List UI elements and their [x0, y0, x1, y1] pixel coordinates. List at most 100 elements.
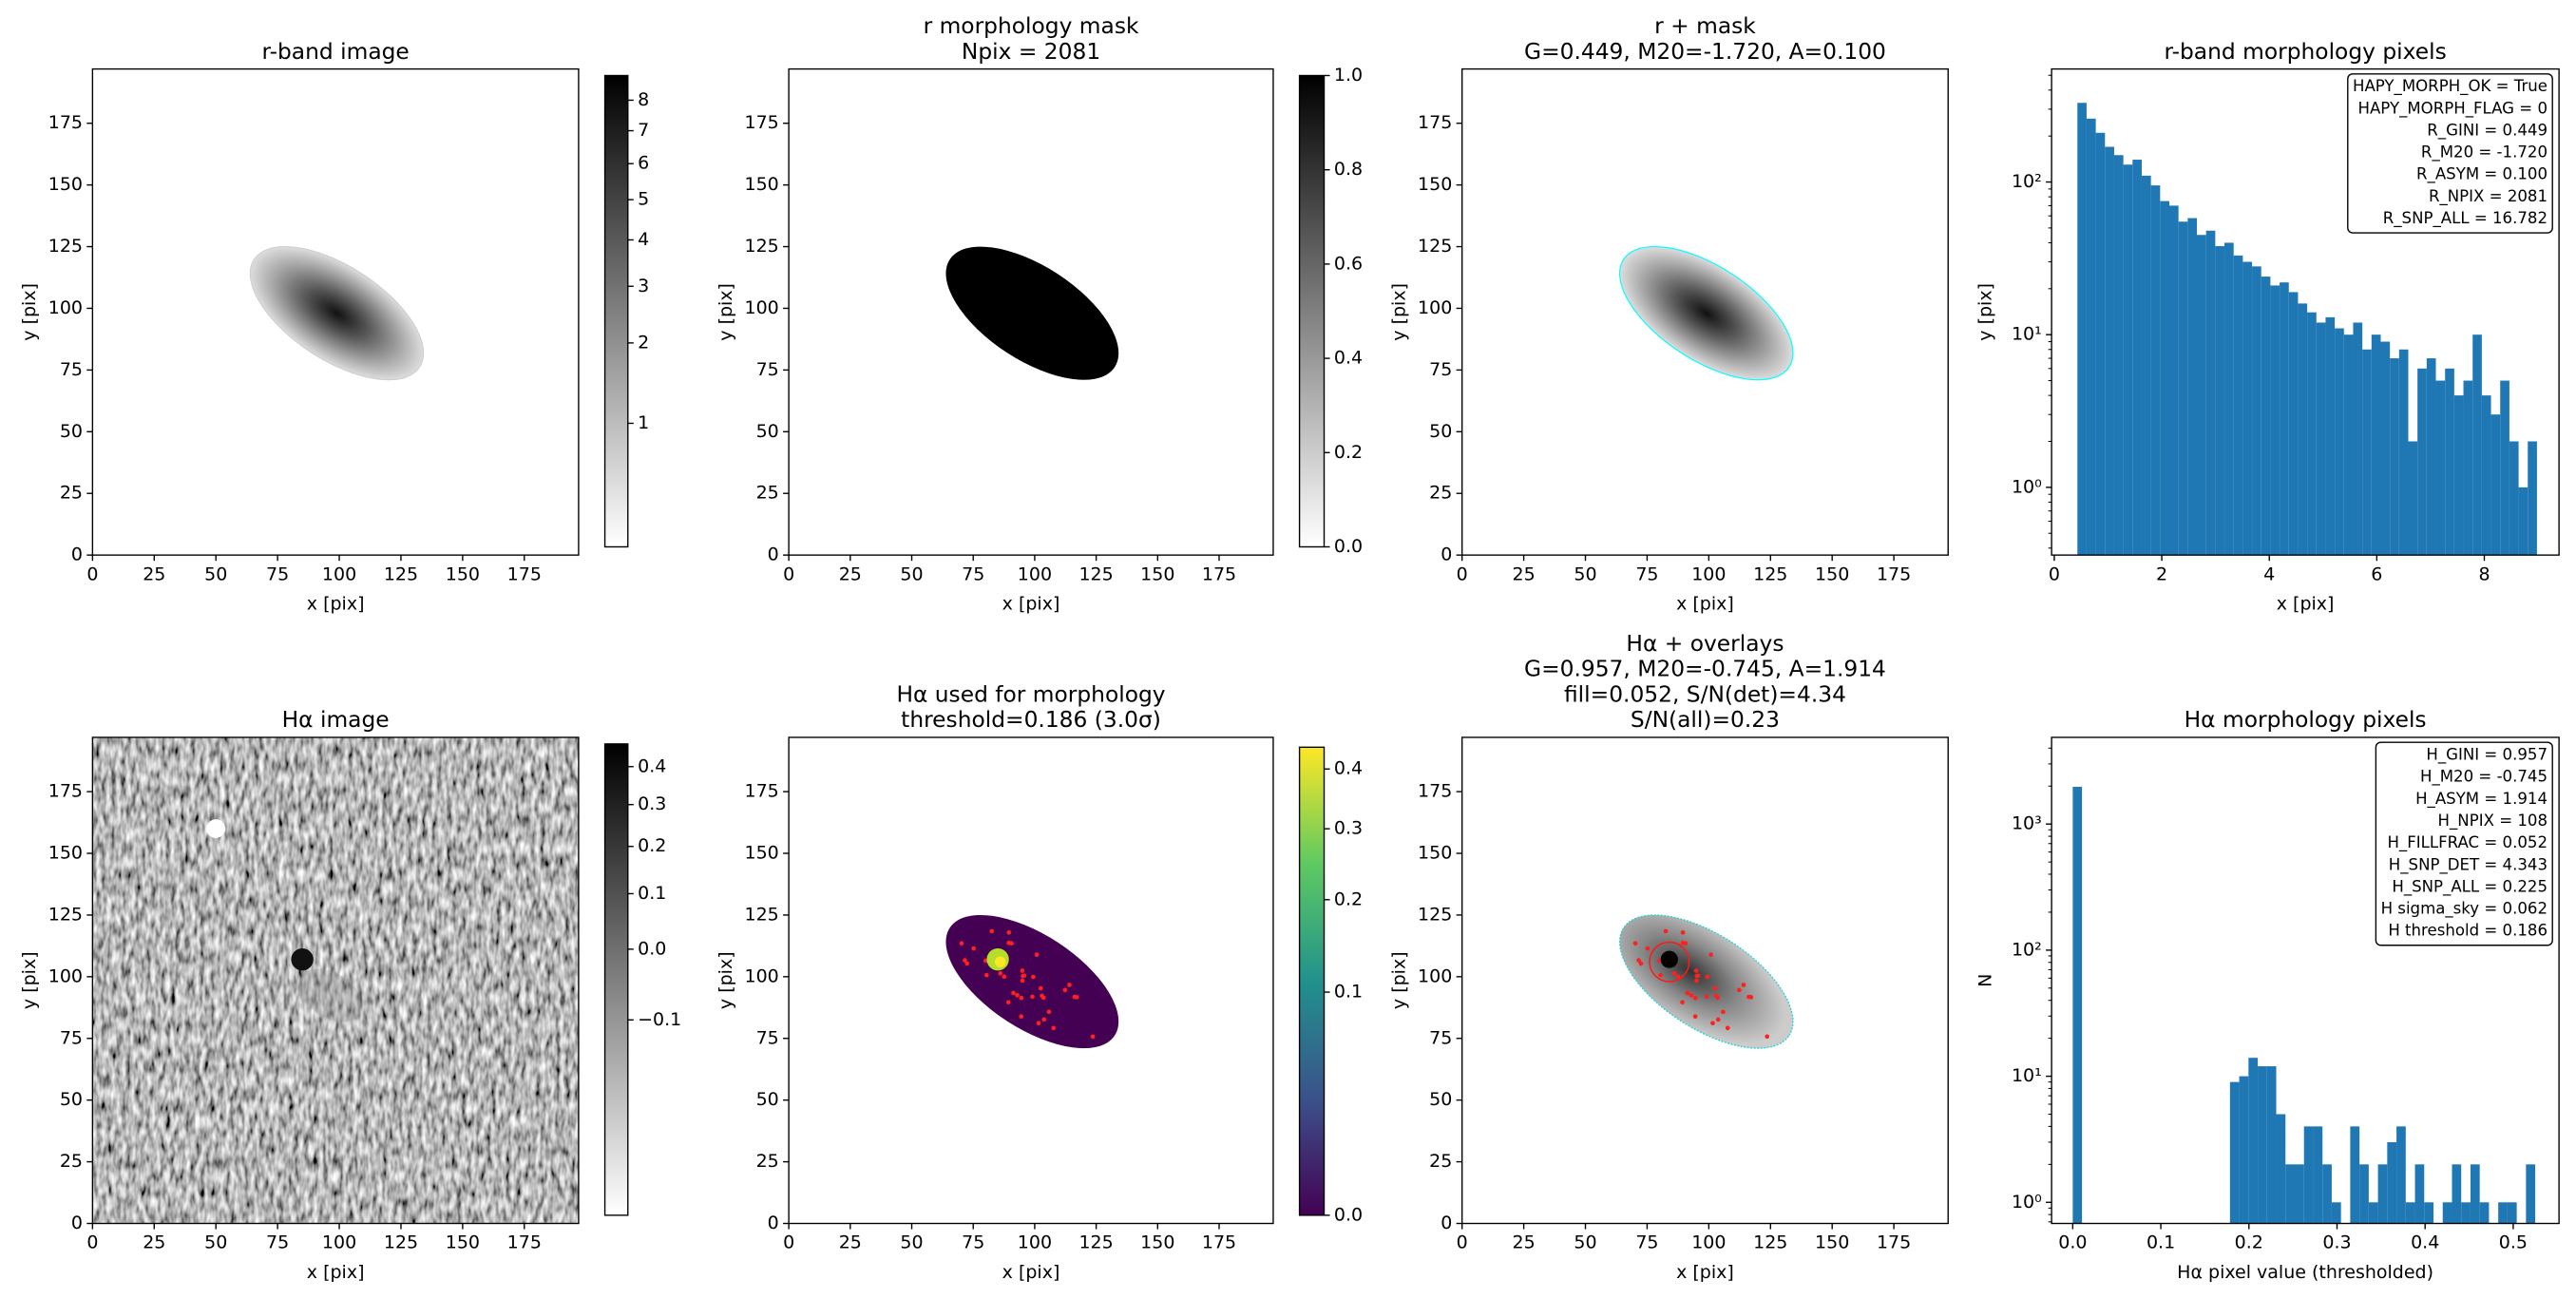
hist-bar — [2239, 1076, 2249, 1224]
source — [1019, 995, 1024, 1001]
axes-frame — [91, 736, 580, 1225]
chart-title: r morphology mask — [924, 12, 1139, 39]
y-tick-label: 150 — [744, 843, 778, 864]
chart-title: Hα + overlays — [1626, 630, 1784, 657]
colorbar-tick-label: 0.4 — [638, 755, 666, 776]
annotation-text: R_SNP_ALL = 16.782 — [2383, 209, 2547, 228]
hist-bar — [2205, 230, 2216, 556]
hist-bar — [2280, 282, 2289, 556]
x-tick-label: 75 — [266, 564, 289, 584]
colorbar-tick-label: 0.2 — [638, 835, 666, 856]
source — [989, 928, 995, 934]
y-tick-label: 150 — [1418, 174, 1452, 195]
y-axis-label: y [pix] — [716, 951, 736, 1009]
x-tick-label: 0 — [783, 1232, 794, 1253]
chart-title: Hα used for morphology — [896, 680, 1165, 707]
source — [1715, 995, 1721, 1001]
colorbar-tick-label: 0.4 — [1334, 758, 1363, 779]
source — [1020, 978, 1025, 984]
x-tick-label: 50 — [204, 564, 227, 584]
image — [1598, 888, 1815, 1075]
x-tick-label: 125 — [384, 564, 418, 584]
source — [1030, 994, 1035, 1000]
hist-bar — [2331, 1202, 2341, 1224]
annotation-text: H sigma_sky = 0.062 — [2381, 900, 2547, 919]
hist-bar — [2380, 341, 2391, 556]
galaxy — [299, 968, 363, 1022]
x-tick-label: 50 — [900, 1232, 923, 1253]
hist-bar — [2187, 218, 2198, 556]
source — [1746, 994, 1751, 1000]
y-tick-label: 175 — [48, 781, 83, 802]
x-tick-label: 4 — [2263, 564, 2275, 584]
hist-bar — [2294, 1164, 2304, 1224]
hist-bar — [2242, 261, 2253, 556]
y-axis-label: y [pix] — [1975, 283, 1995, 341]
y-tick-label: 50 — [756, 1089, 779, 1110]
y-tick-label: 175 — [1418, 781, 1452, 802]
source — [1021, 973, 1025, 979]
x-tick-label: 175 — [507, 564, 542, 584]
source — [1715, 1017, 1721, 1022]
y-tick-label: 50 — [756, 421, 779, 442]
axes-frame — [1460, 67, 1949, 556]
hist-bar — [2307, 312, 2317, 556]
hist-bar — [2233, 255, 2243, 556]
hist-bar — [2285, 1164, 2295, 1224]
hist-bar — [2322, 1164, 2332, 1224]
source — [1020, 968, 1025, 973]
hist-bar — [2215, 246, 2225, 556]
y-axis-label: y [pix] — [1389, 951, 1410, 1009]
source — [983, 972, 989, 978]
hist-bar — [2168, 205, 2179, 556]
colorbar-tick-label: 4 — [638, 229, 649, 250]
hist-bar — [2105, 146, 2114, 556]
source — [998, 971, 1003, 976]
chart-title: threshold=0.186 (3.0σ) — [901, 706, 1161, 733]
source — [1737, 987, 1742, 993]
axes-frame — [91, 67, 580, 556]
hist-bar — [2507, 1202, 2517, 1224]
source — [1685, 990, 1690, 996]
x-tick-label: 0 — [1457, 1232, 1468, 1253]
chart-title: r-band image — [262, 38, 410, 65]
colorbar-tick-label: −0.1 — [638, 1009, 681, 1030]
colorbar-tick-label: 5 — [638, 189, 649, 210]
x-tick-label: 150 — [446, 564, 480, 584]
hist-bar — [2288, 292, 2299, 556]
y-tick-label: 175 — [744, 781, 778, 802]
axes-frame — [788, 736, 1274, 1225]
source — [1006, 940, 1012, 946]
hist-bar — [2472, 334, 2482, 556]
x-tick-label: 150 — [1815, 564, 1849, 584]
source — [1721, 1009, 1726, 1015]
source — [1062, 987, 1068, 993]
y-tick-label: 125 — [744, 904, 778, 925]
colorbar-tick-label: 0.0 — [1334, 1204, 1363, 1225]
hist-bar — [2414, 1164, 2425, 1224]
x-tick-label: 0.2 — [2235, 1232, 2263, 1253]
x-axis-label: x [pix] — [1676, 593, 1734, 614]
colorbar-tick-label: 0.3 — [1334, 818, 1363, 839]
source — [1031, 974, 1036, 980]
hist-bar — [2362, 349, 2372, 556]
source — [1663, 928, 1669, 934]
y-tick-label: 25 — [1429, 1151, 1452, 1172]
source — [1005, 1000, 1011, 1005]
source — [1038, 985, 1043, 991]
y-tick-label: 75 — [60, 359, 83, 380]
y-tick-label: 50 — [60, 1089, 83, 1110]
y-tick-label: 125 — [744, 236, 778, 257]
y-tick-label: 75 — [756, 359, 779, 380]
annotation-box: H_GINI = 0.957 H_M20 = -0.745 H_ASYM = 1.9… — [2375, 741, 2553, 946]
source — [1692, 1014, 1698, 1020]
y-tick-label: 100 — [1418, 965, 1452, 986]
y-tick-label: 50 — [60, 421, 83, 442]
hist-bar — [2417, 368, 2427, 556]
source — [1040, 995, 1046, 1001]
hist-bar — [2405, 1202, 2415, 1224]
hist-bar — [2313, 1126, 2323, 1224]
annotation-text: H threshold = 0.186 — [2388, 922, 2547, 940]
colorbar-tick-label: 0.8 — [1334, 159, 1363, 180]
